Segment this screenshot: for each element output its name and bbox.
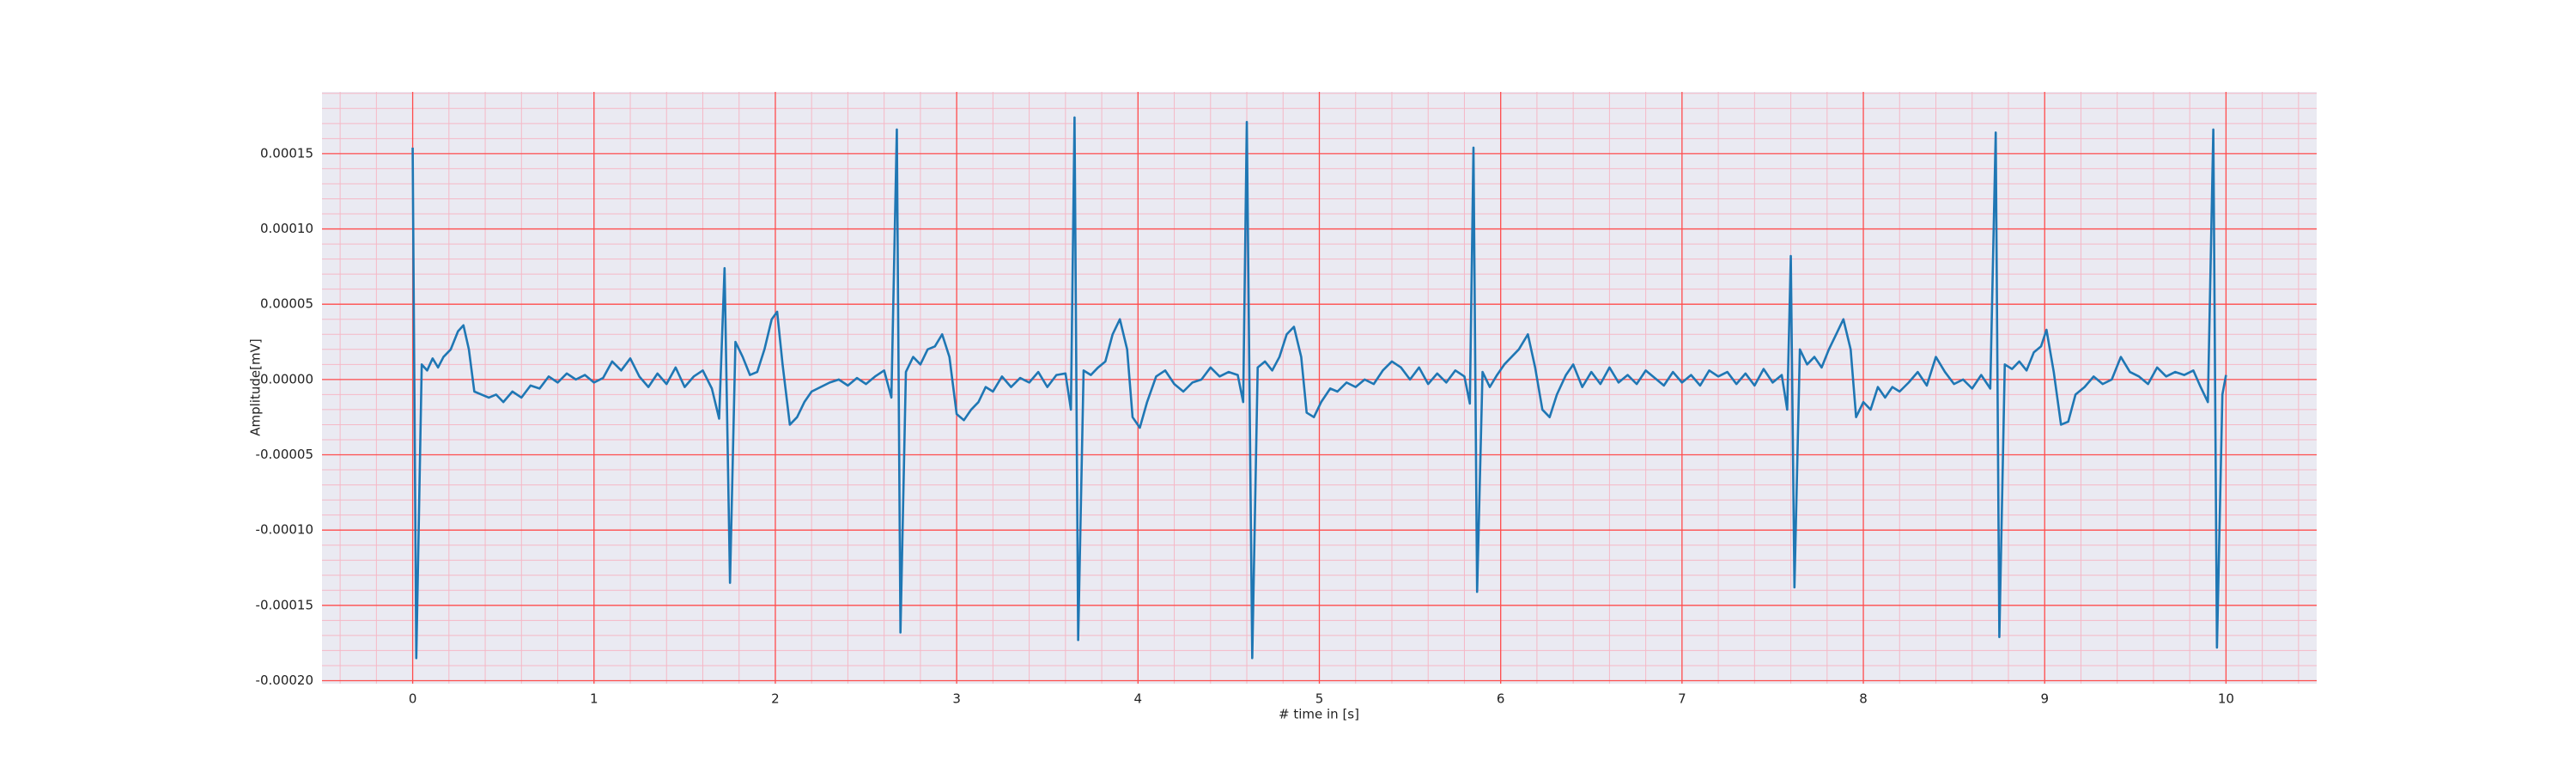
y-tick-label: -0.00005 — [256, 447, 313, 462]
x-tick-label: 7 — [1678, 691, 1686, 707]
x-tick-label: 10 — [2218, 691, 2234, 707]
x-tick-label: 3 — [952, 691, 961, 707]
y-tick-label: -0.00020 — [256, 673, 313, 688]
y-tick-label: -0.00015 — [256, 597, 313, 612]
y-axis-label: Amplitude[mV] — [248, 338, 264, 435]
x-tick-label: 2 — [771, 691, 780, 707]
x-tick-label: 0 — [409, 691, 417, 707]
x-tick-label: 6 — [1497, 691, 1505, 707]
y-tick-label: 0.00005 — [260, 296, 313, 312]
y-tick-label: 0.00010 — [260, 221, 313, 236]
x-tick-label: 8 — [1859, 691, 1868, 707]
x-tick-label: 5 — [1315, 691, 1324, 707]
y-tick-label: 0.00000 — [260, 371, 313, 386]
x-tick-label: 9 — [2040, 691, 2049, 707]
y-tick-label: -0.00010 — [256, 522, 313, 538]
x-tick-label: 1 — [590, 691, 598, 707]
x-axis-label: # time in [s] — [1279, 707, 1359, 722]
y-tick-label: 0.00015 — [260, 145, 313, 161]
signal-line — [411, 116, 2227, 660]
x-tick-label: 4 — [1134, 691, 1143, 707]
